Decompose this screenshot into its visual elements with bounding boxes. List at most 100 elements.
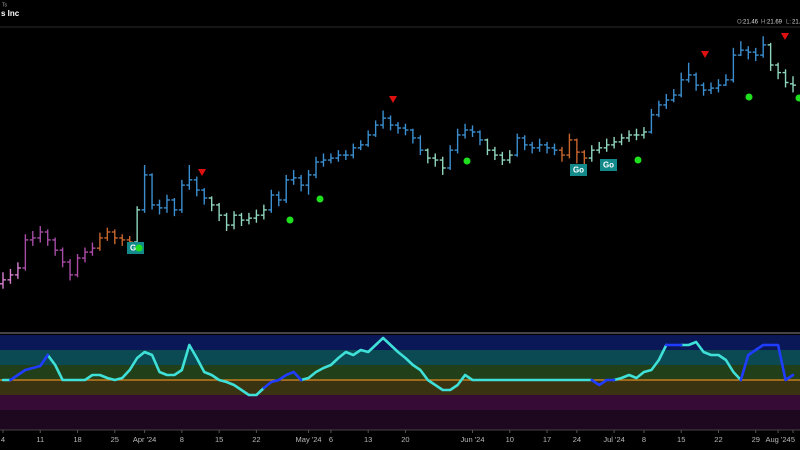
x-tick-label: 24 <box>573 435 581 444</box>
ohlc-bar <box>59 247 66 268</box>
ohlc-bar <box>111 229 118 245</box>
x-tick-label: 8 <box>180 435 184 444</box>
x-tick-label: Jul '24 <box>603 435 624 444</box>
up-dot <box>135 244 143 252</box>
x-tick-label: 22 <box>714 435 722 444</box>
ohlc-bar <box>544 141 551 154</box>
x-tick-label: 29 <box>752 435 760 444</box>
ohlc-bar <box>134 206 141 245</box>
ohlc-bar <box>216 202 223 222</box>
ohlc-bar <box>283 174 290 203</box>
ohlc-bar <box>722 74 729 86</box>
down-signal <box>781 33 789 40</box>
x-tick-label: 10 <box>506 435 514 444</box>
ohlc-bar <box>119 234 126 246</box>
ohlc-bar <box>670 89 677 103</box>
ohlc-bar <box>700 82 707 96</box>
ohlc-bar <box>708 82 715 95</box>
ohlc-bar <box>640 127 647 139</box>
ohlc-bar <box>52 237 59 256</box>
ohlc-bar <box>231 211 238 230</box>
legend-value: 21.2 <box>792 20 800 26</box>
ohlc-bar <box>223 212 230 231</box>
ohlc-bar <box>558 146 565 162</box>
band <box>0 350 800 365</box>
up-dot <box>634 156 642 164</box>
ohlc-bar <box>484 138 491 156</box>
ohlc-bar <box>22 234 29 271</box>
legend-label: O: <box>737 20 744 26</box>
ohlc-bar <box>536 138 543 152</box>
ohlc-bar <box>655 100 662 118</box>
go-badge <box>570 164 587 176</box>
signals: Go Go Go <box>127 33 800 254</box>
down-signal <box>198 169 206 176</box>
ohlc-bar <box>178 179 185 213</box>
ohlc-bar <box>238 212 245 227</box>
ohlc-bar <box>327 153 334 164</box>
ohlc-bar <box>156 199 163 215</box>
ohlc-bar <box>521 135 528 151</box>
ohlc-bar <box>596 141 603 154</box>
x-tick-label: May '24 <box>296 435 322 444</box>
x-tick-label: 6 <box>329 435 333 444</box>
x-tick-label: 25 <box>111 435 119 444</box>
ohlc-bar <box>693 72 700 91</box>
ohlc-bar <box>529 141 536 154</box>
ohlc-bar <box>387 115 394 131</box>
ohlc-bar <box>320 153 327 167</box>
ohlc-bar <box>476 130 483 146</box>
ohlc-bar <box>298 174 305 192</box>
band <box>0 380 800 395</box>
ohlc-bar <box>275 191 282 207</box>
ohlc-bar <box>603 138 610 152</box>
ohlc-bar <box>551 143 558 156</box>
ohlc-bar <box>760 36 767 58</box>
ohlc-bar <box>260 204 267 220</box>
ohlc-bar <box>573 138 580 164</box>
legend-label: H: <box>761 20 767 26</box>
ohlc-bar <box>469 125 476 137</box>
ohlc-bar <box>439 156 446 175</box>
ohlc-bar <box>7 268 14 284</box>
ohlc-bar <box>417 135 424 156</box>
ohlc-bar <box>402 123 409 136</box>
ohlc-bar <box>790 76 796 93</box>
x-tick-label: 18 <box>73 435 81 444</box>
up-dot <box>286 216 294 224</box>
ohlc-bar <box>253 209 260 223</box>
down-signal <box>389 96 397 103</box>
ohlc-bar <box>745 46 752 60</box>
x-tick-label: 5 <box>791 435 795 444</box>
x-tick-label: Apr '24 <box>133 435 157 444</box>
x-tick-label: 15 <box>677 435 685 444</box>
x-tick-label: 20 <box>401 435 409 444</box>
ohlc-bar <box>290 169 297 185</box>
ohlc-bar <box>149 173 156 210</box>
up-dot <box>463 157 471 165</box>
ohlc-bar <box>454 128 461 154</box>
ohlc-bar <box>380 110 387 129</box>
ohlc-bar <box>663 94 670 109</box>
x-tick-label: 22 <box>252 435 260 444</box>
ohlc-bar <box>782 69 789 88</box>
down-signal <box>701 51 709 58</box>
ohlc-bar <box>685 62 692 83</box>
ohlc-bar <box>462 123 469 139</box>
oscillator-panel <box>0 338 800 395</box>
x-tick-label: Jun '24 <box>461 435 485 444</box>
ohlc-bar <box>506 150 513 164</box>
x-tick-label: 8 <box>642 435 646 444</box>
ohlc-bar <box>424 148 431 164</box>
ohlc-bar <box>335 150 342 162</box>
ohlc-bar <box>104 227 111 241</box>
ohlc-bar <box>611 136 618 149</box>
ohlc-bar <box>89 242 96 256</box>
ohlc-bar <box>365 130 372 147</box>
go-label: Go <box>573 166 584 175</box>
chart-title: s Inc <box>1 9 20 18</box>
x-axis: 4 11 18 25 Apr '24 8 15 22 May '24 6 13 20 Jun '24 10… <box>1 430 795 444</box>
ohlc-bar <box>305 169 312 195</box>
x-tick-label: 13 <box>364 435 372 444</box>
